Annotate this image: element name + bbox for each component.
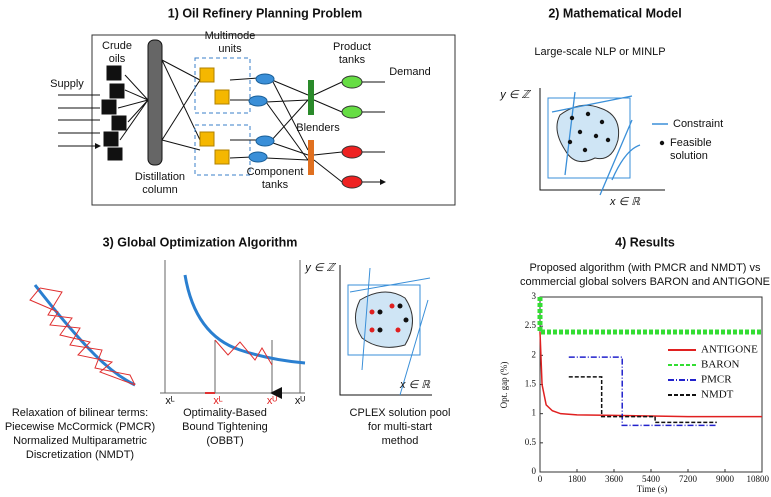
series-line	[568, 356, 717, 427]
caption: Piecewise McCormick (PMCR)	[5, 421, 155, 433]
label: units	[218, 43, 242, 55]
label: Crude	[102, 40, 132, 52]
legend-label: solution	[670, 150, 708, 162]
legend-label: BARON	[701, 359, 740, 371]
panel-title: 1) Oil Refinery Planning Problem	[168, 6, 362, 20]
axis-label: xᵁ	[295, 395, 306, 407]
caption: CPLEX solution pool	[350, 407, 451, 419]
y-axis-label: Opt. gap (%)	[499, 362, 509, 409]
legend-label: Constraint	[673, 118, 723, 130]
subtitle: Proposed algorithm (with PMCR and NMDT) …	[529, 262, 761, 274]
model-panel	[539, 88, 668, 196]
label: oils	[109, 53, 126, 65]
label: Supply	[50, 78, 84, 90]
label: Distillation	[135, 171, 185, 183]
y-tick-label: 1	[532, 408, 537, 418]
legend-label: NMDT	[701, 389, 734, 401]
results-chart: 0 0.5 1 1.5 2 2.5 3 0 1800 3600 5400 7200 9000 10800 A…	[525, 291, 770, 484]
label: Demand	[389, 66, 431, 78]
label: tanks	[262, 179, 289, 191]
x-tick-label: 3600	[605, 474, 624, 484]
panel-title: 3) Global Optimization Algorithm	[103, 235, 298, 249]
x-tick-label: 0	[538, 474, 543, 484]
legend-label: Feasible	[670, 137, 712, 149]
label: column	[142, 184, 177, 196]
x-tick-label: 9000	[716, 474, 735, 484]
caption: method	[382, 435, 419, 447]
caption: for multi-start	[368, 421, 432, 433]
y-tick-label: 0	[532, 466, 537, 476]
x-tick-label: 10800	[747, 474, 770, 484]
x-tick-label: 1800	[568, 474, 587, 484]
caption: Relaxation of bilinear terms:	[12, 407, 148, 419]
series-line	[537, 297, 762, 335]
legend-label: ANTIGONE	[701, 344, 758, 356]
axis-label: x ∈ ℝ	[399, 379, 431, 391]
y-tick-label: 1.5	[525, 379, 537, 389]
label: Component	[247, 166, 304, 178]
series-line	[539, 331, 762, 418]
axis-label: y ∈ ℤ	[499, 89, 531, 101]
subtitle: commercial global solvers BARON and ANTI…	[520, 276, 770, 288]
label: Blenders	[296, 122, 340, 134]
y-tick-label: 3	[532, 291, 537, 301]
axis-label: xᴸ	[165, 395, 175, 407]
x-axis-label: Time (s)	[637, 484, 667, 494]
algorithm-panel	[29, 260, 432, 395]
legend-label: PMCR	[701, 374, 732, 386]
y-tick-label: 0.5	[525, 437, 537, 447]
axis-label: x ∈ ℝ	[609, 196, 641, 208]
refinery-panel	[58, 34, 456, 206]
axis-label: y ∈ ℤ	[304, 262, 336, 274]
x-tick-label: 5400	[642, 474, 661, 484]
label: Large-scale NLP or MINLP	[534, 46, 665, 58]
series-line	[568, 376, 717, 424]
caption: Discretization (NMDT)	[26, 449, 134, 461]
label: Product	[333, 41, 371, 53]
label: Multimode	[205, 30, 256, 42]
caption: Optimality-Based	[183, 407, 267, 419]
caption: (OBBT)	[206, 435, 243, 447]
axis-label: xᵁ	[267, 395, 278, 407]
panel-title: 4) Results	[615, 235, 675, 249]
caption: Bound Tightening	[182, 421, 268, 433]
y-tick-label: 2.5	[525, 320, 537, 330]
caption: Normalized Multiparametric	[13, 435, 147, 447]
panel-title: 2) Mathematical Model	[548, 6, 681, 20]
label: tanks	[339, 54, 366, 66]
axis-label: xᴸ	[213, 395, 223, 407]
x-tick-label: 7200	[679, 474, 698, 484]
y-tick-label: 2	[532, 349, 537, 359]
